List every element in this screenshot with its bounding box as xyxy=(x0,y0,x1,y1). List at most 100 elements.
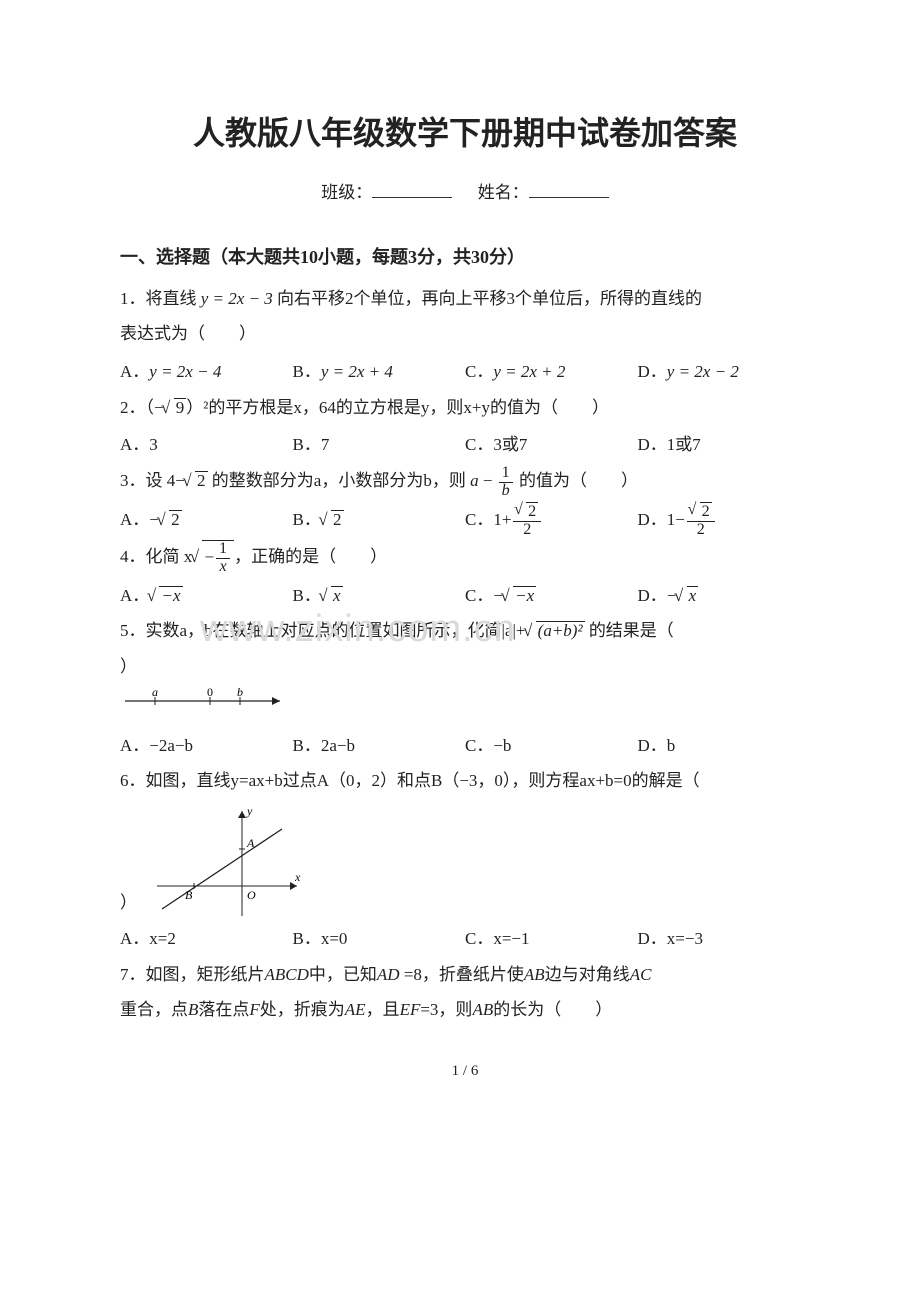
q4-opt-a: A．−x xyxy=(120,578,293,614)
q1-opt-d: D．y = 2x − 2 xyxy=(638,354,811,390)
opt-label: A． xyxy=(120,586,149,605)
q6-opt-c: C．x=−1 xyxy=(465,921,638,957)
class-label: 班级： xyxy=(321,183,372,202)
q2-opt-d: D．1或7 xyxy=(638,427,811,463)
sqrt-icon: 2 xyxy=(516,502,538,521)
q3-options: A．−2 B．2 C．1+22 D．1−22 xyxy=(120,502,810,540)
point-a: A xyxy=(246,836,255,850)
sqrt-icon: x xyxy=(321,578,343,614)
sqrt-icon: −1x xyxy=(192,539,234,576)
q5-post: 的结果是（ xyxy=(585,621,674,640)
fraction: 22 xyxy=(687,502,715,539)
opt-label: A． xyxy=(120,510,149,529)
q7-t: 落在点 xyxy=(198,1000,249,1019)
sqrt-icon: (a+b)² xyxy=(525,613,584,649)
q7-i: AB xyxy=(472,1000,493,1019)
radicand: x xyxy=(687,586,699,606)
q7-t: 处，折痕为 xyxy=(260,1000,345,1019)
fraction: 22 xyxy=(513,502,541,539)
line-graph-figure: y x O A B xyxy=(147,801,307,921)
opt-expr: y = 2x + 4 xyxy=(321,362,393,381)
page-number: 1 / 6 xyxy=(120,1056,810,1088)
numerator: 1 xyxy=(499,465,513,483)
opt-expr: y = 2x + 2 xyxy=(493,362,565,381)
q2-opt-a: A．3 xyxy=(120,427,293,463)
numerator: 2 xyxy=(687,502,715,522)
question-4: 4．化简 x −1x，正确的是（ ） xyxy=(120,539,810,576)
q4-opt-b: B． x xyxy=(293,578,466,614)
q5-opt-a: A．−2a−b xyxy=(120,728,293,764)
sqrt-icon: 2 xyxy=(185,463,208,499)
q2-opt-b: B．7 xyxy=(293,427,466,463)
q7-t: =3，则 xyxy=(420,1000,472,1019)
radicand: −1x xyxy=(202,540,234,576)
q7-i: AE xyxy=(345,1000,366,1019)
opt-label: B． xyxy=(293,586,321,605)
q4-post: ，正确的是（ ） xyxy=(234,547,387,566)
denominator: x xyxy=(216,559,230,576)
q4-options: A．−x B．x C．−−x D．−x xyxy=(120,578,810,614)
radicand: x xyxy=(331,586,343,606)
q1-expr: y = 2x − 3 xyxy=(201,289,273,308)
opt-label: D．− xyxy=(638,586,677,605)
opt-expr: y = 2x − 4 xyxy=(149,362,221,381)
section-1-title: 一、选择题（本大题共10小题，每题3分，共30分） xyxy=(120,239,810,277)
opt-label: A． xyxy=(120,362,149,381)
q1-post: 向右平移2个单位，再向上平移3个单位后，所得的直线的 xyxy=(273,289,702,308)
q1-pre: 1．将直线 xyxy=(120,289,201,308)
class-blank[interactable] xyxy=(372,180,452,198)
q6-close: ） xyxy=(120,885,137,921)
denominator: 2 xyxy=(687,522,715,539)
q6-opt-b: B．x=0 xyxy=(293,921,466,957)
q4-pre: 4．化简 x xyxy=(120,547,192,566)
q7-i: F xyxy=(249,1000,259,1019)
q1-line2: 表达式为（ ） xyxy=(120,324,256,343)
q1-opt-a: A．y = 2x − 4 xyxy=(120,354,293,390)
fraction: 1b xyxy=(499,465,513,500)
nl-b: b xyxy=(237,687,243,699)
opt-label: B． xyxy=(293,362,321,381)
q5-opt-d: D．b xyxy=(638,728,811,764)
fraction: 1x xyxy=(216,541,230,576)
denominator: b xyxy=(499,483,513,500)
opt-label: C．− xyxy=(465,586,503,605)
axis-x: x xyxy=(294,870,301,884)
q7-i: AC xyxy=(630,965,652,984)
question-7: 7．如图，矩形纸片ABCD中，已知AD =8，折叠纸片使AB边与对角线AC 重合… xyxy=(120,957,810,1028)
name-blank[interactable] xyxy=(529,180,609,198)
q7-i: AD xyxy=(377,965,400,984)
opt-t: 1+ xyxy=(493,510,511,529)
opt-label: C． xyxy=(465,362,493,381)
q3-pre: 3．设 4− xyxy=(120,471,185,490)
sqrt-icon: x xyxy=(676,578,698,614)
q2-mid: ）²的平方根是x，64的立方根是y，则x+y的值为（ ） xyxy=(186,398,609,417)
origin-o: O xyxy=(247,888,256,902)
radicand: (a+b)² xyxy=(536,621,585,641)
opt-label: B． xyxy=(293,510,321,529)
radicand: 9 xyxy=(174,398,187,418)
numerator: 1 xyxy=(216,541,230,559)
q7-t: 的长为（ ） xyxy=(493,1000,612,1019)
q7-t: =8，折叠纸片使 xyxy=(400,965,524,984)
opt-label: C． xyxy=(465,510,493,529)
numerator: 2 xyxy=(513,502,541,522)
q3-opt-a: A．−2 xyxy=(120,502,293,540)
opt-t: 1− xyxy=(667,510,685,529)
nl-zero: 0 xyxy=(207,687,213,699)
q3-a: a xyxy=(470,471,479,490)
q3-opt-c: C．1+22 xyxy=(465,502,638,540)
q4-opt-c: C．−−x xyxy=(465,578,638,614)
q6-text: 6．如图，直线y=ax+b过点A（0，2）和点B（−3，0），则方程ax+b=0… xyxy=(120,771,700,790)
sqrt-icon: −x xyxy=(149,578,182,614)
question-5: 5．实数a，b在数轴上对应点的位置如图所示，化简|a|+ (a+b)² 的结果是（… xyxy=(120,613,810,684)
sqrt-icon: 2 xyxy=(321,502,344,538)
q4-opt-d: D．− x xyxy=(638,578,811,614)
q7-t: ，且 xyxy=(366,1000,400,1019)
sqrt-icon: 9 xyxy=(164,390,187,426)
q5-opt-b: B．2a−b xyxy=(293,728,466,764)
question-1: 1．将直线 y = 2x − 3 向右平移2个单位，再向上平移3个单位后，所得的… xyxy=(120,281,810,352)
q6-opt-a: A．x=2 xyxy=(120,921,293,957)
q7-t: 中，已知 xyxy=(309,965,377,984)
opt-label: D． xyxy=(638,510,667,529)
q5-pre: 5．实数a，b在数轴上对应点的位置如图所示，化简|a|+ xyxy=(120,621,525,640)
